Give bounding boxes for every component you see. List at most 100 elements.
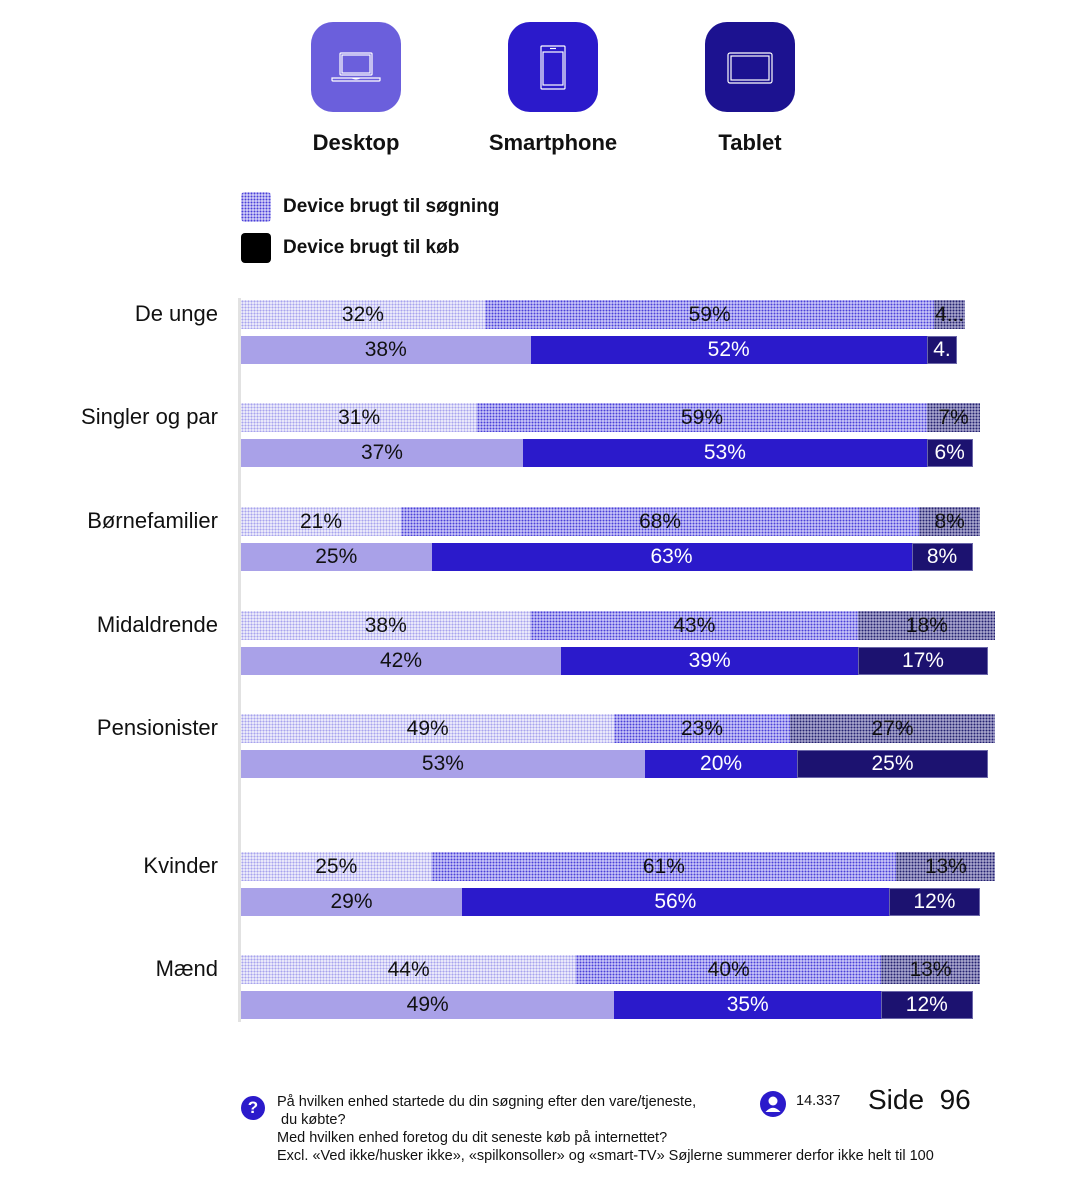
search-segment-tablet: 13%: [881, 955, 981, 984]
search-bar: 38% 43% 18%: [241, 611, 1003, 640]
data-label: 21%: [299, 509, 343, 533]
data-label: 68%: [639, 509, 682, 533]
data-label: 8%: [934, 509, 965, 533]
footer-line: Med hvilken enhed foretog du dit seneste…: [277, 1130, 668, 1146]
laptop-icon: [331, 52, 381, 82]
data-label: 13%: [909, 957, 952, 981]
data-label: 7%: [938, 405, 969, 429]
category-label: Børnefamilier: [87, 508, 218, 533]
buy-segment-smartphone: 52%: [530, 336, 927, 364]
data-label: 29%: [330, 890, 373, 913]
data-label: 53%: [703, 441, 746, 464]
data-label: 32%: [341, 302, 384, 326]
data-label: 25%: [871, 752, 914, 775]
data-label: 44%: [387, 957, 430, 981]
search-segment-tablet: 7%: [926, 403, 981, 432]
search-segment-smartphone: 61%: [431, 852, 897, 881]
desktop-device-tile: [311, 22, 401, 112]
data-label: 53%: [421, 752, 464, 775]
tablet-device-tile: [705, 22, 795, 112]
footer-line: På hvilken enhed startede du din søgning…: [277, 1094, 697, 1110]
buy-bar: 37% 53% 6%: [241, 439, 1003, 467]
category-label: Kvinder: [143, 853, 218, 878]
buy-segment-smartphone: 56%: [461, 888, 889, 916]
tablet-icon: [727, 52, 773, 84]
smartphone-device-tile: [508, 22, 598, 112]
buy-segment-tablet: 12%: [888, 888, 981, 916]
smartphone-icon: [540, 45, 566, 90]
data-label: 42%: [380, 649, 423, 672]
buy-segment-desktop: 49%: [241, 991, 615, 1019]
category-label: De unge: [134, 301, 218, 326]
search-segment-desktop: 49%: [241, 714, 615, 743]
data-label: 31%: [338, 405, 381, 429]
data-label: 49%: [406, 993, 449, 1016]
search-bar: 31% 59% 7%: [241, 403, 1003, 432]
category-label: Midaldrende: [96, 612, 218, 637]
search-segment-smartphone: 23%: [614, 714, 790, 743]
buy-bar: 53% 20% 25%: [241, 750, 1003, 778]
legend-search: Device brugt til søgning: [241, 192, 499, 222]
buy-segment-smartphone: 53%: [522, 439, 927, 467]
search-segment-desktop: 38%: [241, 611, 531, 640]
data-label: 38%: [364, 338, 407, 361]
search-segment-tablet: 18%: [858, 611, 996, 640]
data-label: 40%: [707, 957, 750, 981]
buy-segment-desktop: 53%: [241, 750, 645, 778]
search-segment-smartphone: 59%: [477, 403, 927, 432]
search-segment-tablet: 27%: [789, 714, 996, 743]
buy-bar: 42% 39% 17%: [241, 647, 1003, 675]
data-label: 4.: [933, 338, 951, 361]
search-segment-tablet: 13%: [896, 852, 996, 881]
search-segment-tablet: 4...: [934, 300, 965, 329]
data-label: 27%: [871, 716, 914, 740]
tablet-label: Tablet: [718, 130, 782, 155]
buy-segment-tablet: 17%: [858, 647, 988, 675]
data-label: 6%: [934, 441, 965, 464]
data-label: 20%: [700, 752, 743, 775]
data-label: 43%: [673, 613, 716, 637]
category-label: Pensionister: [96, 715, 218, 740]
buy-segment-tablet: 8%: [911, 543, 973, 571]
data-label: 12%: [913, 890, 956, 913]
search-segment-smartphone: 40%: [576, 955, 882, 984]
question-icon: ?: [241, 1096, 265, 1120]
y-axis-line: [238, 298, 241, 1022]
category-label: Mænd: [155, 956, 218, 981]
buy-segment-desktop: 37%: [241, 439, 523, 467]
search-bar: 49% 23% 27%: [241, 714, 1003, 743]
data-label: 23%: [680, 716, 724, 740]
buy-segment-desktop: 42%: [241, 647, 562, 675]
buy-segment-smartphone: 39%: [561, 647, 859, 675]
search-segment-tablet: 8%: [919, 507, 981, 536]
desktop-label: Desktop: [312, 130, 400, 155]
buy-segment-smartphone: 35%: [614, 991, 882, 1019]
data-label: 56%: [654, 890, 697, 913]
footer-line: du købte?: [277, 1112, 346, 1128]
data-label: 25%: [315, 545, 358, 568]
search-segment-desktop: 32%: [241, 300, 485, 329]
buy-segment-desktop: 25%: [241, 543, 432, 571]
search-bar: 25% 61% 13%: [241, 852, 1003, 881]
footer-question-text: På hvilken enhed startede du din søgning…: [277, 1093, 934, 1165]
data-label: 4...: [935, 302, 965, 326]
search-bar: 32% 59% 4...: [241, 300, 1003, 329]
buy-bar: 25% 63% 8%: [241, 543, 1003, 571]
search-segment-smartphone: 43%: [530, 611, 859, 640]
data-label: 35%: [726, 993, 769, 1016]
smartphone-label: Smartphone: [488, 130, 618, 155]
respondent-count: 14.337: [796, 1093, 841, 1109]
search-segment-smartphone: 59%: [484, 300, 935, 329]
data-label: 37%: [360, 441, 403, 464]
search-segment-desktop: 25%: [241, 852, 432, 881]
buy-segment-tablet: 12%: [881, 991, 973, 1019]
buy-solid-swatch: [241, 233, 271, 263]
data-label: 59%: [688, 302, 731, 326]
buy-bar: 49% 35% 12%: [241, 991, 1003, 1019]
footer-line: Excl. «Ved ikke/husker ikke», «spilkonso…: [277, 1148, 934, 1164]
data-label: 17%: [901, 649, 944, 672]
page-number: Side 96: [868, 1084, 971, 1115]
data-label: 52%: [707, 338, 750, 361]
buy-segment-tablet: 25%: [797, 750, 988, 778]
data-label: 8%: [926, 545, 958, 568]
